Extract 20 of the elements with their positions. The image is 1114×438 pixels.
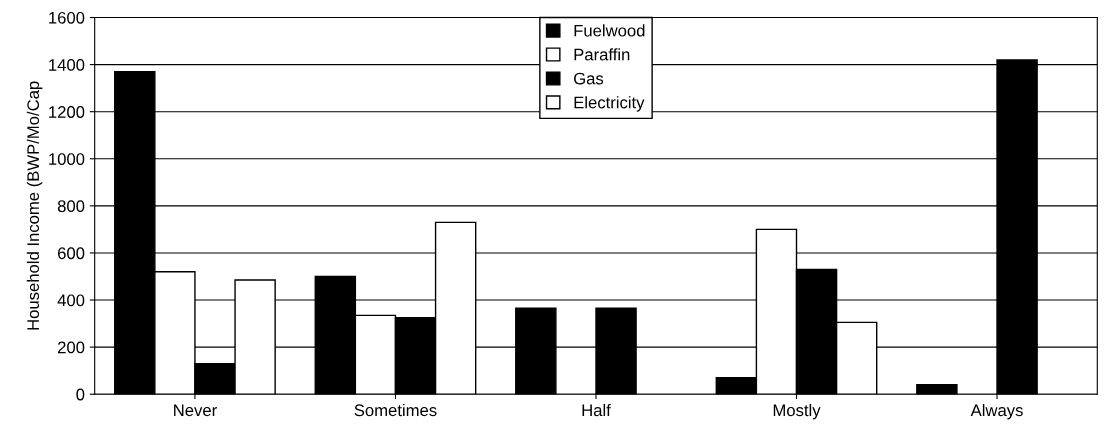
y-tick-label: 1400 [49, 59, 85, 71]
y-tick-label: 800 [57, 200, 85, 213]
x-tick-label: Always [970, 403, 1023, 420]
y-tick-label: 600 [58, 247, 85, 260]
x-tick-label: Never [174, 404, 217, 417]
legend-label: Fuelwood [574, 24, 645, 37]
y-axis-title: Household Income (BWP/Mo/Cap [26, 81, 43, 330]
x-tick-label: Sometimes [354, 403, 437, 417]
legend-label: Paraffin [574, 48, 630, 61]
legend-label: Gas [574, 72, 604, 85]
x-tick-label: Mostly [773, 403, 821, 420]
y-tick-label: 1600 [49, 11, 85, 24]
legend-label: Electricity [574, 96, 645, 112]
y-tick-label: 0 [76, 388, 85, 401]
y-tick-label: 1200 [49, 106, 85, 118]
x-tick-label: Half [582, 403, 611, 417]
y-tick-label: 200 [58, 341, 85, 354]
bar [916, 384, 958, 395]
y-tick-label: 400 [57, 294, 85, 307]
y-tick-label: 1000 [49, 153, 85, 165]
